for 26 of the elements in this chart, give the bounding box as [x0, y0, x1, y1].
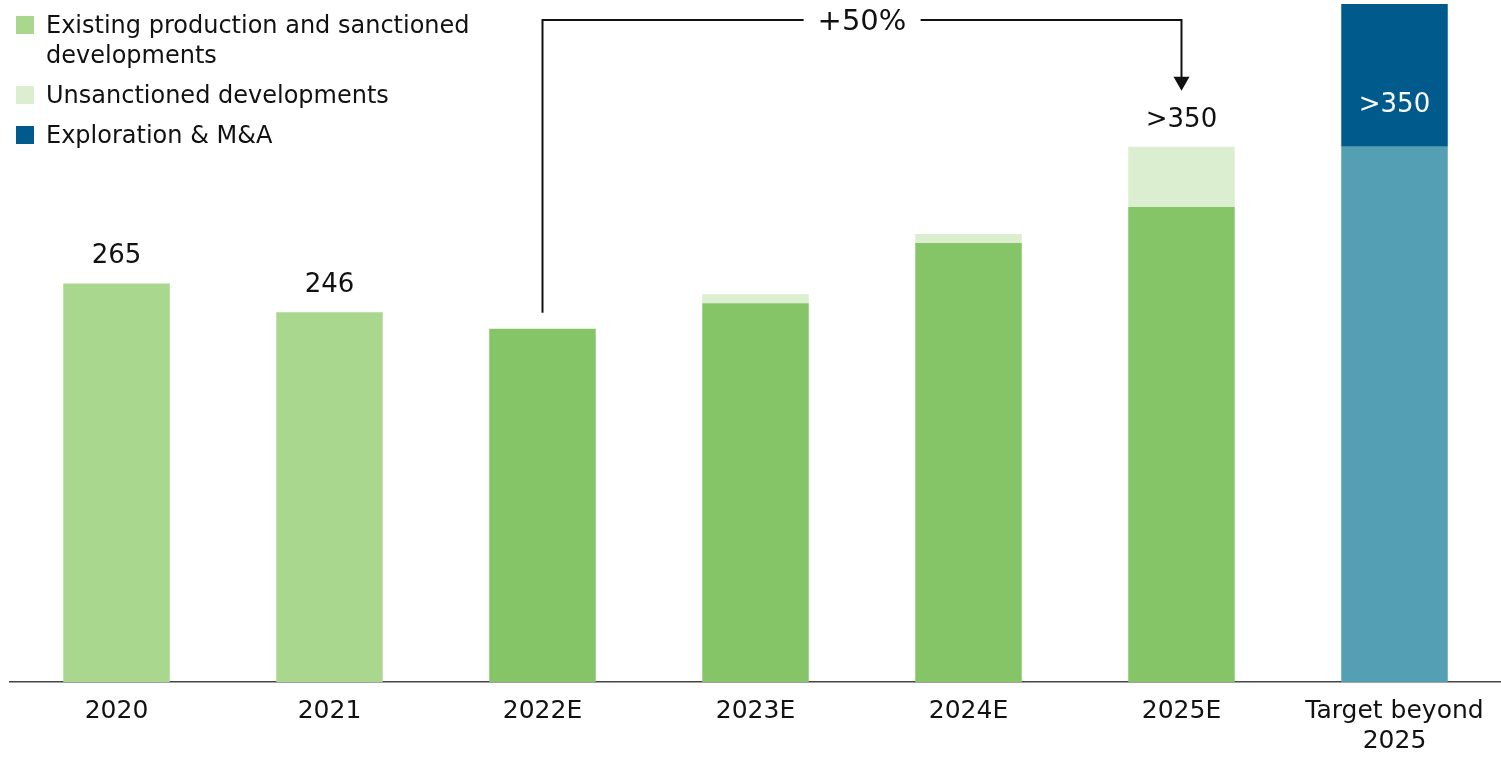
- bar: [1128, 146, 1235, 207]
- legend-label: Existing production and sanctioned developments: [46, 10, 471, 70]
- data-label: 246: [304, 267, 355, 298]
- bar: [276, 312, 383, 682]
- x-tick-label: 2022E: [502, 694, 583, 724]
- annotation: +50%: [803, 3, 921, 37]
- x-tick-label: 2025E: [1141, 694, 1222, 724]
- data-label: >350: [1358, 88, 1431, 119]
- bar: [63, 283, 170, 682]
- x-tick-label: 2020: [84, 694, 149, 724]
- x-tick-label: Target beyond 2025: [1304, 694, 1484, 754]
- x-tick-label: 2023E: [715, 694, 796, 724]
- bar: [915, 234, 1022, 244]
- x-tick-label: 2021: [297, 694, 362, 724]
- x-tick-label: 2024E: [928, 694, 1009, 724]
- bar: [702, 294, 809, 304]
- bar: [915, 243, 1022, 682]
- bar: [1128, 206, 1235, 682]
- bar: [489, 328, 596, 682]
- total-label: >350: [1145, 102, 1218, 133]
- bar: [1341, 146, 1448, 682]
- data-label: 265: [91, 239, 142, 270]
- bar: [702, 303, 809, 682]
- legend-label: Unsanctioned developments: [46, 80, 389, 110]
- bar: [1341, 4, 1448, 147]
- legend-label: Exploration & M&A: [46, 120, 273, 150]
